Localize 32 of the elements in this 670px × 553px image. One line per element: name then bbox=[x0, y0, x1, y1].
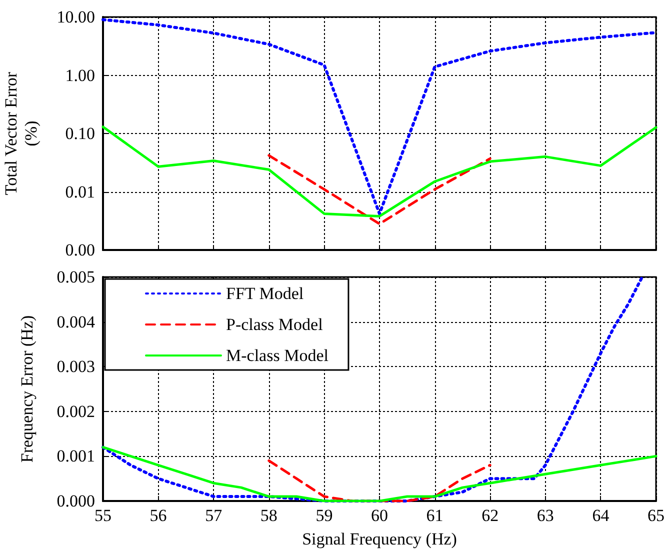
y-tick-label: 0.001 bbox=[56, 446, 95, 466]
y-tick-label: 10.00 bbox=[56, 8, 95, 26]
x-tick-label: 64 bbox=[592, 506, 610, 525]
line-series bbox=[268, 154, 492, 226]
y-tick-label: 1.00 bbox=[65, 66, 95, 85]
x-tick-label: 55 bbox=[94, 506, 112, 525]
x-tick-label: 65 bbox=[648, 506, 664, 525]
y-tick-label: 0.004 bbox=[56, 312, 96, 332]
x-tick-label: 58 bbox=[260, 506, 278, 525]
x-tick-label: 62 bbox=[482, 506, 499, 525]
y-tick-label: 0.01 bbox=[65, 182, 95, 202]
y-tick-label: 0.002 bbox=[56, 402, 95, 421]
line-series bbox=[268, 459, 492, 502]
y-tick-label: 0.005 bbox=[56, 268, 95, 286]
legend-label: FFT Model bbox=[226, 284, 304, 303]
y-axis-title: Total Vector Error (%) bbox=[2, 72, 40, 196]
x-tick-label: 56 bbox=[150, 506, 167, 525]
y-tick-label: 0.00 bbox=[65, 240, 95, 260]
x-tick-label: 63 bbox=[536, 506, 554, 525]
y-axis-title: Frequency Error (Hz) bbox=[18, 315, 36, 463]
legend-label: M-class Model bbox=[226, 346, 329, 365]
x-tick-label: 57 bbox=[205, 506, 223, 525]
x-tick-label: 59 bbox=[316, 506, 333, 525]
line-series bbox=[102, 126, 658, 218]
y-tick-label: 0.000 bbox=[56, 492, 95, 510]
line-series bbox=[102, 276, 644, 502]
x-axis-title: Signal Frequency (Hz) bbox=[302, 529, 457, 548]
y-tick-label: 0.10 bbox=[65, 124, 95, 143]
x-tick-label: 61 bbox=[426, 506, 444, 525]
legend-label: P-class Model bbox=[226, 315, 324, 334]
y-tick-label: 0.003 bbox=[56, 357, 95, 376]
x-tick-label: 60 bbox=[371, 506, 388, 525]
